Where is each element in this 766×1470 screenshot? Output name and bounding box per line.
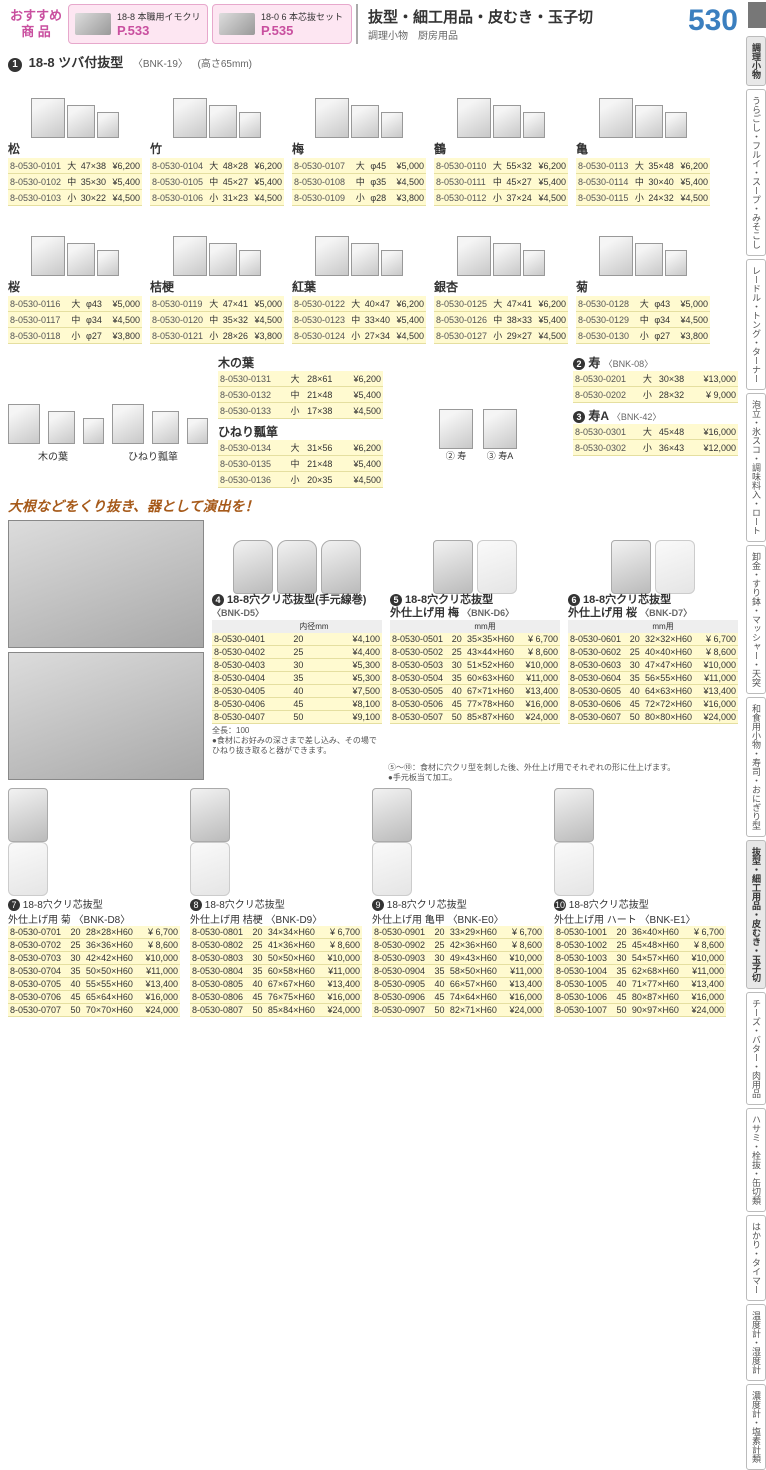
price-table: 8-0530-0119大47×41¥5,0008-0530-0120中35×32… <box>150 296 284 344</box>
kotobuki-images: ② 寿 ③ 寿A <box>393 354 563 488</box>
recommended-label: おすすめ 商 品 <box>8 4 64 44</box>
product-card: 銀杏 8-0530-0125大47×41¥6,2008-0530-0126中38… <box>434 216 568 344</box>
price-table: 8-0530-0101大47×38¥6,2008-0530-0102中35×30… <box>8 158 142 206</box>
product-name: 7 18-8穴クリ芯抜型外仕上げ用 菊 〈BNK-D8〉 <box>8 896 180 926</box>
product-row-1: 松 8-0530-0101大47×38¥6,2008-0530-0102中35×… <box>8 78 738 206</box>
category-sub: 調理小物 厨房用品 <box>368 27 684 42</box>
price-table: 8-0530-0128大φ43¥5,0008-0530-0129中φ34¥4,5… <box>576 296 710 344</box>
price-table: 8-0530-0301大45×48¥16,0008-0530-0302小36×4… <box>573 424 738 456</box>
price-table: 8-0530-0104大48×28¥6,2008-0530-0105中45×27… <box>150 158 284 206</box>
price-table: 8-0530-09012033×29×H60¥ 6,7008-0530-0902… <box>372 926 544 1017</box>
product-name: 8 18-8穴クリ芯抜型外仕上げ用 桔梗 〈BNK-D9〉 <box>190 896 362 926</box>
product-row-2: 桜 8-0530-0116大φ43¥5,0008-0530-0117中φ34¥4… <box>8 216 738 344</box>
side-tab: うらごし・フルイ・スープ・みそこし <box>746 89 766 256</box>
promo-1: 18-8 本職用イモクリ P.533 <box>68 4 208 44</box>
product-name: 亀 <box>576 140 710 157</box>
side-tab: はかり・タイマー <box>746 1215 766 1301</box>
side-tab: 和食用小物・寿司・おにぎり型 <box>746 697 766 837</box>
promo-2-label: 18-0 6 本芯抜セット <box>261 10 343 23</box>
price-table: 8-0530-0125大47×41¥6,2008-0530-0126中38×33… <box>434 296 568 344</box>
price-table: 8-0530-08012034×34×H60¥ 6,7008-0530-0802… <box>190 926 362 1017</box>
bottom-product: 9 18-8穴クリ芯抜型外仕上げ用 亀甲 〈BNK-E0〉 8-0530-090… <box>372 788 544 1017</box>
product-card: 亀 8-0530-0113大35×48¥6,2008-0530-0114中30×… <box>576 78 710 206</box>
price-table: mm用8-0530-05012035×35×H60¥ 6,7008-0530-0… <box>390 620 560 724</box>
callout-text: 大根などをくり抜き、器として演出を！ <box>8 496 738 516</box>
price-table: 8-0530-0116大φ43¥5,0008-0530-0117中φ34¥4,5… <box>8 296 142 344</box>
side-tab: 泡立・氷スコ・調味料入・ロート <box>746 393 766 542</box>
product-card: 紅葉 8-0530-0122大40×47¥6,2008-0530-0123中33… <box>292 216 426 344</box>
product-card: 松 8-0530-0101大47×38¥6,2008-0530-0102中35×… <box>8 78 142 206</box>
price-table: 8-0530-07012028×28×H60¥ 6,7008-0530-0702… <box>8 926 180 1017</box>
price-table: 8-0530-0113大35×48¥6,2008-0530-0114中30×40… <box>576 158 710 206</box>
price-table: 8-0530-0110大55×32¥6,2008-0530-0111中45×27… <box>434 158 568 206</box>
side-tab: ハサミ・栓抜・缶切類 <box>746 1108 766 1212</box>
price-table: 内径mm8-0530-040120¥4,1008-0530-040225¥4,4… <box>212 620 382 724</box>
promo-icon <box>75 13 111 35</box>
photo-2 <box>8 652 204 780</box>
promo-1-page: P.533 <box>117 23 201 38</box>
product-card: 竹 8-0530-0104大48×28¥6,2008-0530-0105中45×… <box>150 78 284 206</box>
konoha-title: 木の葉 <box>218 354 383 371</box>
kotobuki-title: 2 寿 〈BNK-08〉 <box>573 354 738 371</box>
price-table: 8-0530-0122大40×47¥6,2008-0530-0123中33×40… <box>292 296 426 344</box>
bottom-product: 7 18-8穴クリ芯抜型外仕上げ用 菊 〈BNK-D8〉 8-0530-0701… <box>8 788 180 1017</box>
kotobuki-title: 3 寿A 〈BNK-42〉 <box>573 407 738 424</box>
product-card: 菊 8-0530-0128大φ43¥5,0008-0530-0129中φ34¥4… <box>576 216 710 344</box>
side-tab: チーズ・バター・肉用品 <box>746 992 766 1105</box>
product-name: 鶴 <box>434 140 568 157</box>
product-name: 菊 <box>576 278 710 295</box>
price-table: 8-0530-0107大φ45¥5,0008-0530-0108中φ35¥4,5… <box>292 158 426 206</box>
product-name: 9 18-8穴クリ芯抜型外仕上げ用 亀甲 〈BNK-E0〉 <box>372 896 544 926</box>
product-card: 桔梗 8-0530-0119大47×41¥5,0008-0530-0120中35… <box>150 216 284 344</box>
section-title-1: 1 18-8 ツバ付抜型 〈BNK-19〉 (高さ65mm) <box>8 50 738 74</box>
side-tab: 抜型・細工用品・皮むき・玉子切 <box>746 840 766 989</box>
product-card: 梅 8-0530-0107大φ45¥5,0008-0530-0108中φ35¥4… <box>292 78 426 206</box>
photo-column <box>8 520 204 788</box>
bottom-product: 8 18-8穴クリ芯抜型外仕上げ用 桔梗 〈BNK-D9〉 8-0530-080… <box>190 788 362 1017</box>
promo-2: 18-0 6 本芯抜セット P.535 <box>212 4 352 44</box>
product-name: 5 18-8穴クリ芯抜型外仕上げ用 梅 〈BNK-D6〉 <box>390 594 560 620</box>
product-name: 松 <box>8 140 142 157</box>
product-name: 紅葉 <box>292 278 426 295</box>
side-index: 調理小物うらごし・フルイ・スープ・みそこしレードル・トング・ターナー泡立・氷スコ… <box>746 36 766 1470</box>
price-table: mm用8-0530-06012032×32×H60¥ 6,7008-0530-0… <box>568 620 738 724</box>
side-tab: 温度計・湿度計 <box>746 1304 766 1381</box>
product-card: 桜 8-0530-0116大φ43¥5,0008-0530-0117中φ34¥4… <box>8 216 142 344</box>
product-card: 鶴 8-0530-0110大55×32¥6,2008-0530-0111中45×… <box>434 78 568 206</box>
product-name: 桜 <box>8 278 142 295</box>
promo-1-label: 18-8 本職用イモクリ <box>117 10 201 23</box>
hineri-title: ひねり瓢箪 <box>218 423 383 440</box>
side-tab: レードル・トング・ターナー <box>746 259 766 390</box>
outer-note: ⑤～⑩：食材に穴クリ型を刺した後、外仕上げ用でそれぞれの形に仕上げます。 ●手元… <box>388 763 738 782</box>
side-tab: 濃度計・塩素計類 <box>746 1384 766 1470</box>
product-name: 4 18-8穴クリ芯抜型(手元線巻) 〈BNK-D5〉 <box>212 594 382 620</box>
price-table: 8-0530-0201大30×38¥13,0008-0530-0202小28×3… <box>573 371 738 403</box>
photo-1 <box>8 520 204 648</box>
side-tab: 卸金・すり鉢・マッシャー・天突 <box>746 545 766 694</box>
tube-note: 全長：100●食材にお好みの深さまで差し込み、その場でひねり抜き取ると器ができま… <box>212 726 382 755</box>
edge-tab <box>748 2 766 28</box>
price-table: 8-0530-10012036×40×H60¥ 6,7008-0530-1002… <box>554 926 726 1017</box>
promo-icon <box>219 13 255 35</box>
side-tab: 調理小物 <box>746 36 766 86</box>
product-name: 6 18-8穴クリ芯抜型外仕上げ用 桜 〈BNK-D7〉 <box>568 594 738 620</box>
product-name: 梅 <box>292 140 426 157</box>
promo-2-page: P.535 <box>261 23 343 38</box>
product-name: 10 18-8穴クリ芯抜型外仕上げ用 ハート 〈BNK-E1〉 <box>554 896 726 926</box>
product-name: 桔梗 <box>150 278 284 295</box>
page-number: 530 <box>688 4 738 44</box>
bottom-product: 10 18-8穴クリ芯抜型外仕上げ用 ハート 〈BNK-E1〉 8-0530-1… <box>554 788 726 1017</box>
bottom-products: 7 18-8穴クリ芯抜型外仕上げ用 菊 〈BNK-D8〉 8-0530-0701… <box>8 788 738 1017</box>
product-name: 銀杏 <box>434 278 568 295</box>
leaf-images: 木の葉ひねり瓢箪 <box>8 354 208 488</box>
product-name: 竹 <box>150 140 284 157</box>
category-main: 抜型・細工用品・皮むき・玉子切 <box>368 6 684 27</box>
